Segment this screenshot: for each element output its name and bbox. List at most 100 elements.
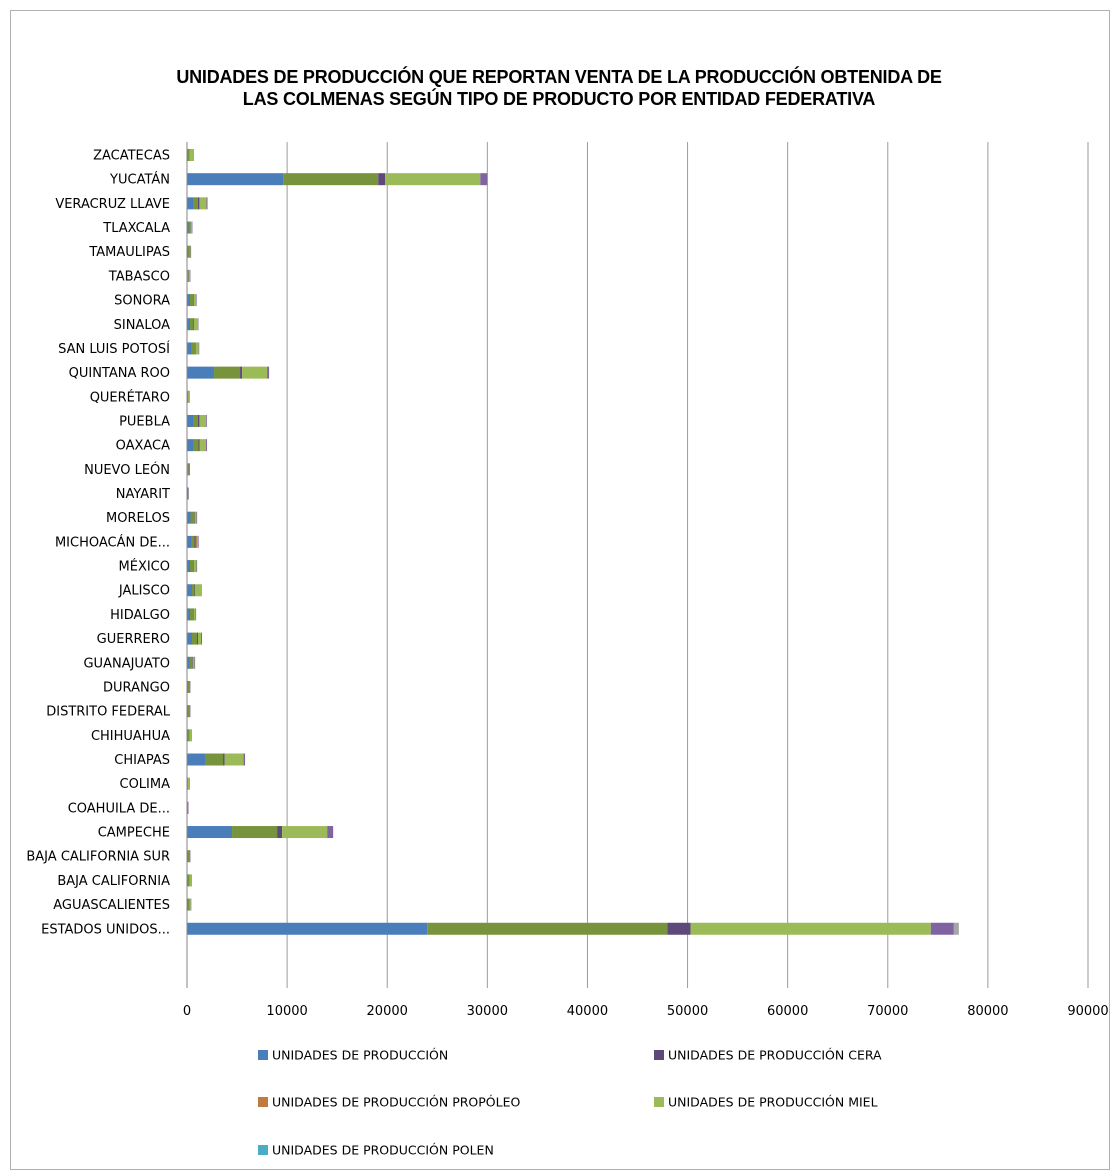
category-label: TLAXCALA (102, 221, 170, 236)
x-tick-label: 20000 (367, 1004, 408, 1019)
bar-segment-20-4 (198, 632, 202, 645)
category-label: COLIMA (120, 777, 171, 792)
bar-segment-13-5 (189, 463, 191, 476)
bar-segment-5-5 (189, 269, 191, 282)
bar-segment-23-4 (189, 705, 190, 718)
bar-segment-5-1 (187, 269, 189, 282)
bar-segment-19-0 (187, 608, 191, 621)
category-label: TABASCO (108, 269, 170, 284)
bar-segment-13-2 (188, 463, 190, 476)
legend-swatch (654, 1050, 664, 1060)
bar-segment-32-0 (187, 922, 428, 935)
bar-segment-29-0 (187, 850, 189, 863)
bar-segment-17-1 (190, 560, 194, 573)
bar-segment-26-5 (189, 777, 190, 790)
category-label: CHIAPAS (114, 753, 170, 768)
bar-segment-1-0 (187, 173, 284, 186)
bar-segment-0-5 (193, 149, 194, 161)
bar-segment-7-1 (190, 318, 194, 331)
bar-segment-11-5 (205, 414, 207, 427)
bar-segment-1-1 (283, 173, 379, 186)
category-label: OAXACA (116, 439, 171, 454)
category-label: HIDALGO (110, 608, 170, 623)
bar-segment-19-4 (193, 608, 196, 621)
legend-label: UNIDADES DE PRODUCCIÓN PROPÓLEO (272, 1095, 521, 1110)
category-label: TAMAULIPAS (88, 245, 170, 260)
bar-segment-21-4 (192, 656, 195, 669)
bar-segment-7-2 (193, 318, 194, 331)
category-label: QUERÉTARO (90, 389, 170, 405)
bar-segment-13-1 (187, 463, 189, 476)
legend-label: UNIDADES DE PRODUCCIÓN POLEN (272, 1143, 494, 1158)
bar-segment-8-5 (198, 342, 200, 355)
bar-segment-22-4 (189, 680, 190, 693)
bar-segment-29-4 (189, 850, 190, 863)
bar-segment-18-1 (192, 584, 195, 597)
bar-segment-11-0 (187, 414, 194, 427)
bar-segment-3-2 (190, 221, 191, 234)
bar-segment-21-2 (192, 656, 193, 669)
category-label: BAJA CALIFORNIA SUR (26, 850, 170, 865)
grid-lines (286, 142, 1089, 988)
bar-segment-10-5 (189, 390, 190, 403)
bar-segment-30-0 (187, 874, 189, 887)
bar-segment-24-1 (188, 729, 190, 742)
bar-segment-12-0 (187, 439, 194, 452)
bar-segment-7-4 (193, 318, 198, 331)
bar-segment-20-5 (201, 632, 203, 645)
bar-segment-9-0 (187, 366, 215, 379)
bar-segment-22-0 (187, 680, 189, 693)
bar-segment-32-4 (690, 922, 931, 935)
x-tick-labels: 0 10000 20000 30000 40000 50000 60000 70000 8000… (183, 1004, 1109, 1019)
category-label: GUANAJUATO (83, 656, 170, 671)
x-tick-label: 40000 (567, 1004, 608, 1019)
bar-segment-11-4 (199, 414, 206, 427)
category-label: VERACRUZ LLAVE (55, 197, 170, 212)
x-tick-label: 10000 (266, 1004, 307, 1019)
bar-segment-0-1 (188, 149, 190, 161)
bar-segment-8-1 (191, 342, 196, 355)
bar-segment-12-4 (199, 439, 207, 452)
category-label: DURANGO (103, 680, 170, 695)
bar-segment-2-5 (206, 197, 208, 210)
bar-segment-17-0 (187, 560, 191, 573)
bar-segment-6-4 (193, 294, 197, 307)
bar-segment-32-2 (667, 922, 691, 935)
bar-segment-24-4 (189, 729, 192, 742)
bar-segment-18-4 (195, 584, 202, 597)
bar-segment-24-0 (187, 729, 189, 742)
bar-segment-23-0 (187, 705, 189, 718)
bar-segment-6-2 (193, 294, 194, 307)
bar-segment-3-1 (188, 221, 191, 234)
bar-segment-29-5 (189, 850, 191, 863)
bar-segment-7-5 (197, 318, 199, 331)
bar-segment-28-0 (187, 826, 233, 839)
bar-segment-31-4 (189, 898, 191, 911)
legend-swatch (258, 1050, 268, 1060)
bar-segment-9-1 (214, 366, 241, 379)
bar-segment-28-2 (277, 826, 283, 839)
bar-segment-4-2 (189, 245, 190, 258)
bar-segment-11-1 (193, 414, 199, 427)
bar-segment-5-4 (188, 269, 190, 282)
bar-segment-1-4 (385, 173, 481, 186)
legend-label: UNIDADES DE PRODUCCIÓN (272, 1048, 448, 1063)
bar-segment-32-1 (427, 922, 668, 935)
category-labels: ZACATECAS YUCATÁN VERACRUZ LLAVE TLAXCALA TA… (26, 149, 170, 938)
bar-segment-10-4 (188, 390, 190, 403)
bar-segment-12-5 (206, 439, 208, 452)
x-tick-label: 30000 (467, 1004, 508, 1019)
bar-segment-15-1 (190, 511, 195, 524)
legend-swatch (258, 1145, 268, 1155)
bar-segment-2-0 (187, 197, 194, 210)
category-label: CAMPECHE (98, 826, 170, 841)
x-tick-label: 80000 (967, 1004, 1008, 1019)
bar-segment-23-2 (189, 705, 190, 718)
bar-segment-21-0 (187, 656, 190, 669)
category-label: DISTRITO FEDERAL (46, 705, 171, 720)
bar-segment-25-4 (224, 753, 244, 766)
bar-segment-21-5 (194, 656, 196, 669)
bar-segment-17-4 (193, 560, 197, 573)
bar-segment-7-0 (187, 318, 191, 331)
